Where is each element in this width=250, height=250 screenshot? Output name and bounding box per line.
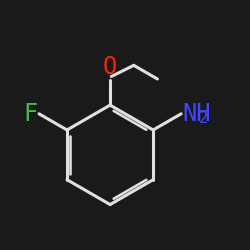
Text: 2: 2 <box>199 111 208 126</box>
Text: F: F <box>24 102 38 126</box>
Text: NH: NH <box>182 102 211 126</box>
Text: O: O <box>103 55 117 79</box>
